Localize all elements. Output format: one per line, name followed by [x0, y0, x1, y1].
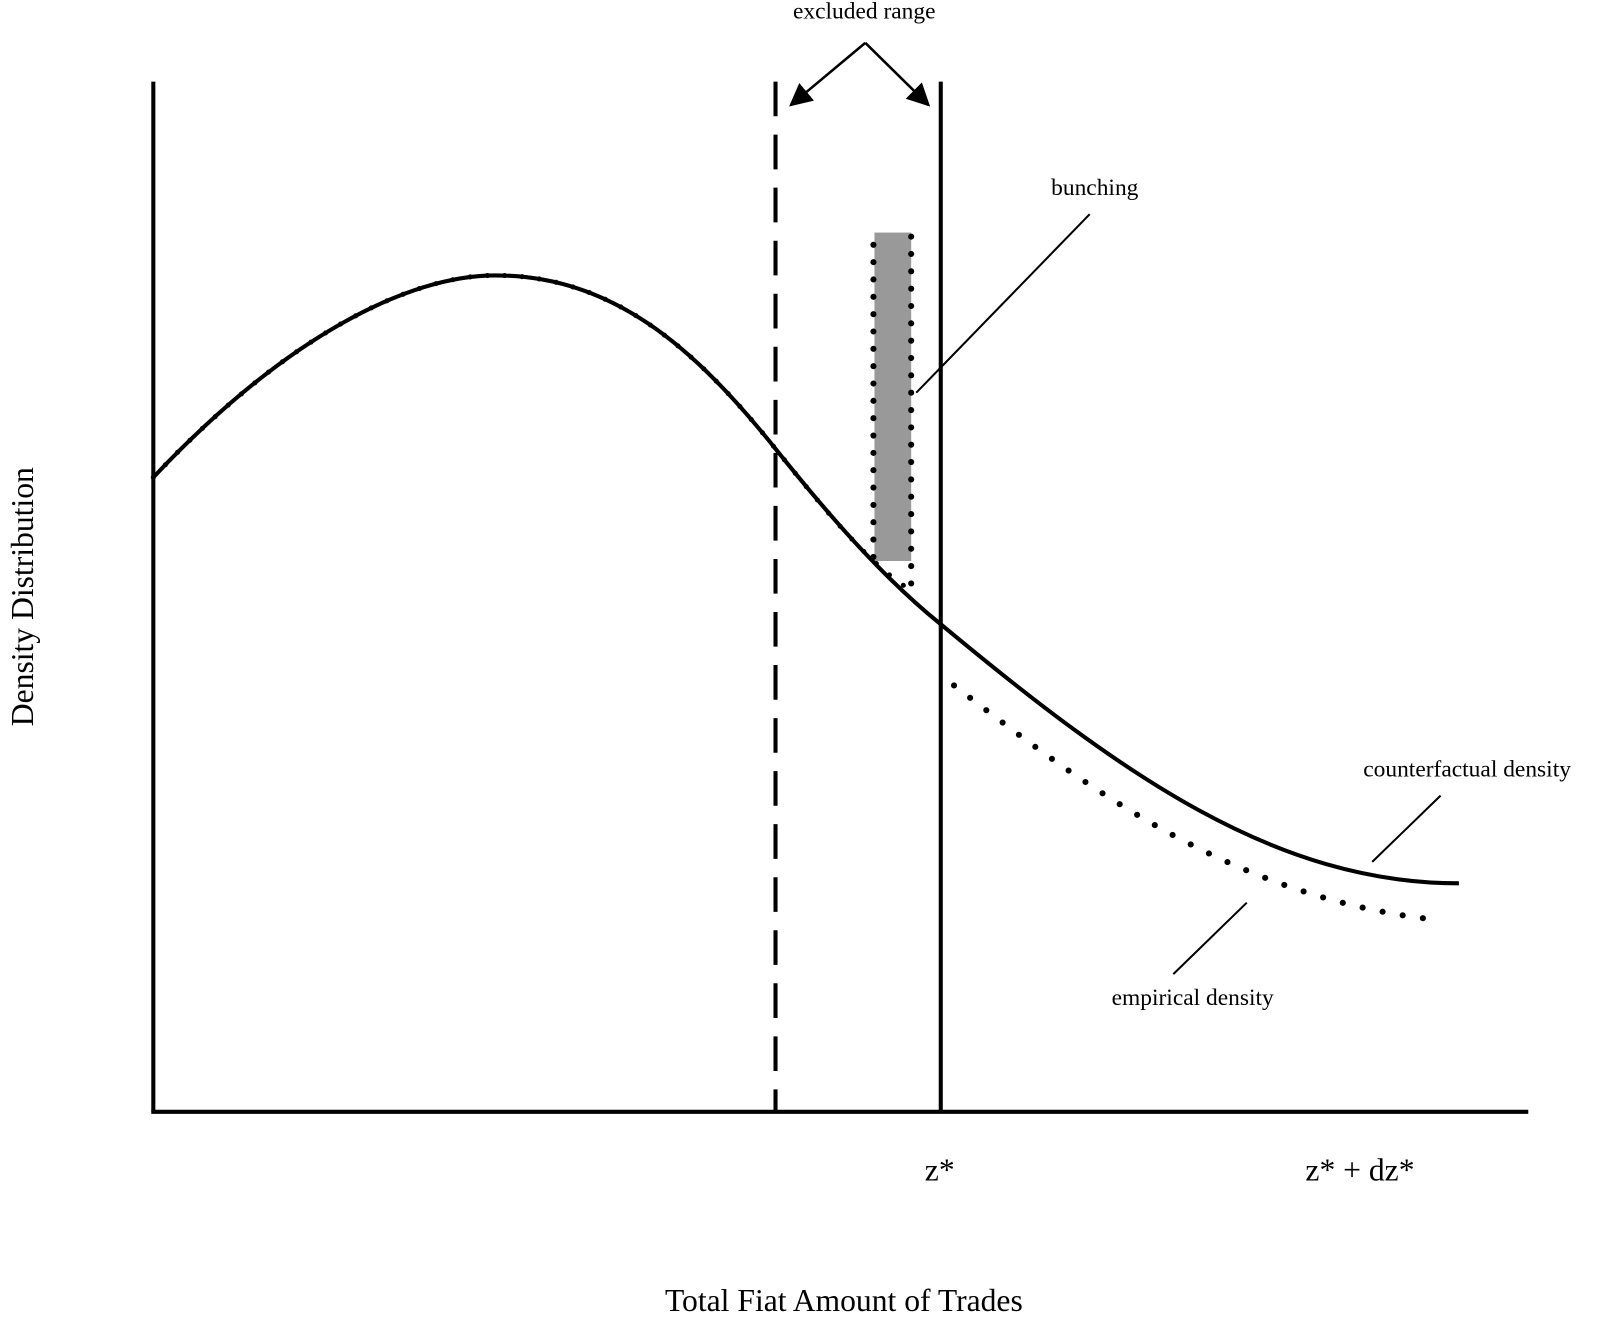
label: counterfactual density	[1363, 757, 1571, 783]
bunching-area	[874, 232, 912, 561]
tick-label: z* + dz*	[1305, 1152, 1414, 1187]
x-axis-label: Total Fiat Amount of Trades	[665, 1283, 1023, 1318]
pointer	[1371, 794, 1442, 863]
pointer	[915, 213, 1091, 394]
tick-label: z*	[925, 1152, 955, 1187]
label: empirical density	[1112, 985, 1274, 1011]
empirical-curve	[950, 682, 1442, 924]
label: excluded range	[793, 0, 936, 25]
counterfactual-curve	[151, 273, 1459, 886]
y-axis-label: Density Distribution	[5, 467, 40, 726]
pointer	[1172, 901, 1248, 975]
arrow	[789, 41, 867, 107]
arrow	[864, 41, 931, 107]
label: bunching	[1051, 175, 1139, 201]
empirical-curve	[150, 272, 916, 595]
